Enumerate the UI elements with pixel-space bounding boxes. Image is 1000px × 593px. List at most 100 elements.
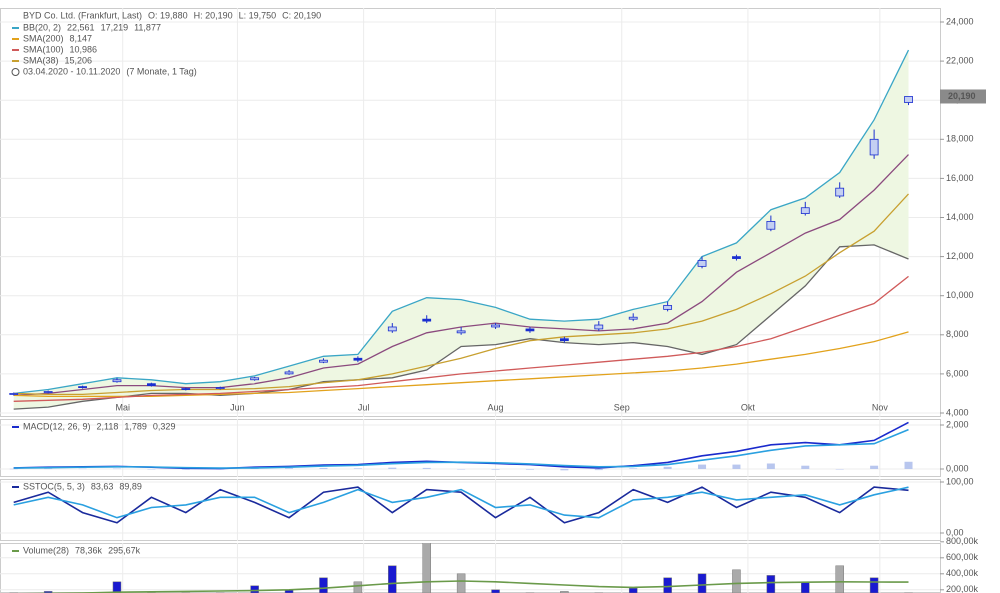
bar — [732, 569, 741, 593]
legend-text: 17,219 — [101, 22, 129, 32]
bar — [147, 469, 156, 470]
indicator-line — [13, 331, 909, 398]
bar — [663, 577, 672, 593]
candle-body — [387, 326, 397, 332]
indicator-line — [13, 580, 909, 593]
x-tick-label: Aug — [488, 402, 504, 412]
legend-text: C: 20,190 — [282, 10, 321, 20]
panel-frame — [0, 479, 941, 541]
bar — [353, 468, 362, 469]
legend-text: L: 19,750 — [239, 10, 277, 20]
bar — [112, 468, 121, 470]
bar — [285, 468, 294, 469]
candle-body — [78, 386, 87, 389]
legend-text: BYD Co. Ltd. (Frankfurt, Last) — [23, 10, 142, 20]
y-tick-label: 6,000 — [946, 368, 969, 378]
indicator-line — [13, 49, 910, 395]
bar — [835, 469, 844, 470]
legend-text: 83,63 — [91, 481, 114, 491]
bar — [319, 467, 328, 469]
y-tick-label: 4,000 — [946, 407, 969, 417]
bar — [456, 573, 466, 593]
candle-body — [146, 383, 156, 387]
y-tick-label: 14,000 — [946, 212, 974, 222]
x-tick-label: Nov — [872, 402, 889, 412]
candle-body — [800, 207, 810, 214]
legend-text: 8,147 — [70, 33, 93, 43]
x-tick-label: Jun — [230, 402, 245, 412]
candle-body — [491, 324, 500, 328]
candle-body — [9, 393, 19, 395]
bar — [766, 463, 775, 469]
bar — [9, 468, 18, 470]
candle-body — [835, 187, 845, 197]
legend-text: 03.04.2020 - 10.11.2020 — [23, 66, 120, 76]
indicator-line — [13, 244, 909, 410]
price-tag — [940, 89, 986, 104]
bar — [388, 565, 397, 593]
bar — [698, 464, 707, 469]
bar — [560, 591, 569, 593]
bar — [801, 465, 810, 469]
y-tick-label: 10,000 — [946, 290, 974, 300]
candle-body — [422, 318, 432, 322]
bar — [560, 469, 569, 471]
candle-body — [353, 357, 363, 361]
indicator-line — [13, 428, 909, 469]
panel-frame — [0, 543, 941, 593]
legend-text: 295,67k — [108, 545, 141, 555]
legend-text: 1,789 — [124, 421, 147, 431]
indicator-line — [13, 486, 909, 519]
legend-text: 0,329 — [153, 421, 176, 431]
legend-text: H: 20,190 — [194, 10, 233, 20]
y-tick-label: 0,00 — [946, 527, 964, 537]
x-tick-label: Mai — [115, 402, 130, 412]
plot — [0, 419, 940, 477]
bar — [112, 581, 122, 593]
bar — [869, 577, 879, 593]
legend-text: O: 19,880 — [148, 10, 188, 20]
y-tick-label: 8,000 — [946, 329, 969, 339]
legend-text: SMA(38) — [23, 55, 59, 65]
candle-body — [250, 377, 260, 381]
plot — [0, 543, 940, 593]
legend-text: 22,561 — [67, 22, 95, 32]
candle-body — [284, 371, 294, 375]
panel — [0, 543, 941, 593]
bar — [422, 467, 431, 469]
x-tick-label: Jul — [358, 402, 370, 412]
candle-body — [663, 305, 673, 310]
bar — [870, 465, 879, 469]
candle-body — [456, 330, 466, 334]
legend-text: 10,986 — [70, 44, 98, 54]
y-tick-label: 100,00 — [946, 476, 974, 486]
bar — [628, 587, 638, 593]
candle-body — [766, 221, 776, 230]
y-tick-label: 200,00k — [946, 584, 979, 593]
bar — [629, 468, 638, 469]
legend-text: SMA(200) — [23, 33, 64, 43]
legend-text: 2,118 — [97, 421, 119, 431]
candle-body — [869, 138, 879, 156]
y-tick-label: 800,00k — [946, 536, 979, 546]
bar — [697, 573, 707, 593]
y-tick-label: 0,000 — [946, 463, 969, 473]
bar — [78, 468, 87, 470]
panel — [0, 419, 941, 477]
legend-text: 11,877 — [134, 22, 161, 32]
candle-body — [559, 338, 569, 342]
indicator-line — [13, 275, 909, 402]
legend-text: 15,206 — [65, 55, 93, 65]
bar — [525, 469, 534, 470]
bar — [181, 469, 190, 470]
bar — [732, 464, 741, 469]
panel — [0, 8, 941, 417]
y-tick-label: 400,00k — [946, 568, 979, 578]
candle-body — [697, 260, 707, 267]
legend-text: Volume(28) — [23, 545, 69, 555]
candle-body — [181, 388, 191, 390]
y-tick-label: 2,000 — [946, 419, 969, 429]
y-tick-label: 22,000 — [946, 55, 974, 65]
legend-text: 89,89 — [119, 481, 142, 491]
